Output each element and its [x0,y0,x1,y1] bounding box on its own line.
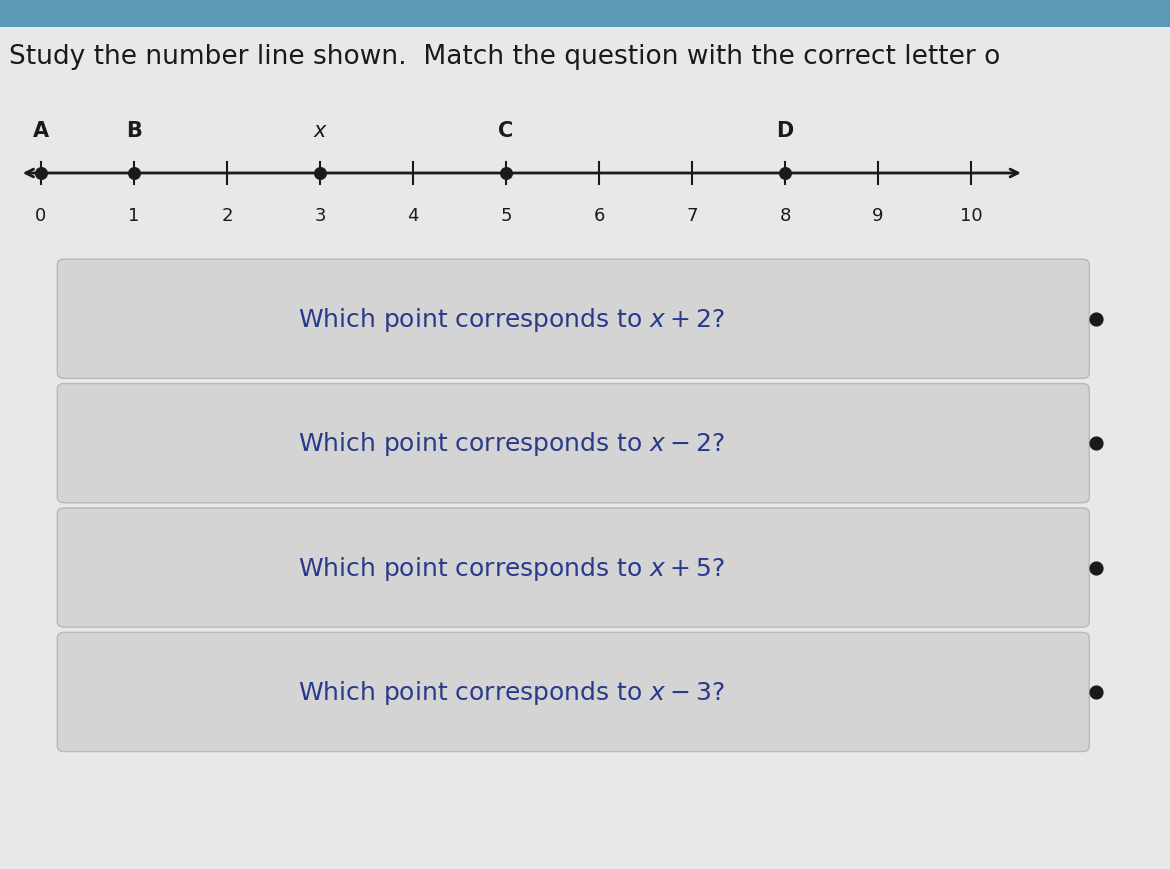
Text: A: A [33,121,49,141]
FancyBboxPatch shape [57,384,1089,503]
Text: 10: 10 [959,207,983,225]
FancyBboxPatch shape [0,0,1170,28]
Text: Study the number line shown.  Match the question with the correct letter o: Study the number line shown. Match the q… [9,43,1000,70]
Text: Which point corresponds to $x + 2$?: Which point corresponds to $x + 2$? [298,305,725,334]
Text: x: x [314,121,326,141]
Point [1087,313,1106,327]
Text: 2: 2 [221,207,233,225]
Text: 4: 4 [407,207,419,225]
Text: D: D [777,121,793,141]
Point [776,167,794,181]
Text: C: C [498,121,514,141]
Text: 1: 1 [129,207,139,225]
Text: Which point corresponds to $x - 2$?: Which point corresponds to $x - 2$? [298,429,725,458]
Point [32,167,50,181]
FancyBboxPatch shape [57,260,1089,379]
Point [1087,561,1106,575]
Text: Which point corresponds to $x + 5$?: Which point corresponds to $x + 5$? [298,554,725,582]
Point [1087,685,1106,699]
Text: 3: 3 [315,207,325,225]
Text: Which point corresponds to $x - 3$?: Which point corresponds to $x - 3$? [298,678,725,706]
Text: B: B [126,121,142,141]
Point [125,167,143,181]
Point [310,167,330,181]
FancyBboxPatch shape [57,633,1089,752]
Text: 7: 7 [687,207,697,225]
Text: 0: 0 [35,207,47,225]
FancyBboxPatch shape [57,508,1089,627]
Point [1087,436,1106,450]
Text: 5: 5 [501,207,511,225]
Text: 9: 9 [873,207,883,225]
Text: 6: 6 [593,207,605,225]
Text: 8: 8 [779,207,791,225]
Point [496,167,515,181]
